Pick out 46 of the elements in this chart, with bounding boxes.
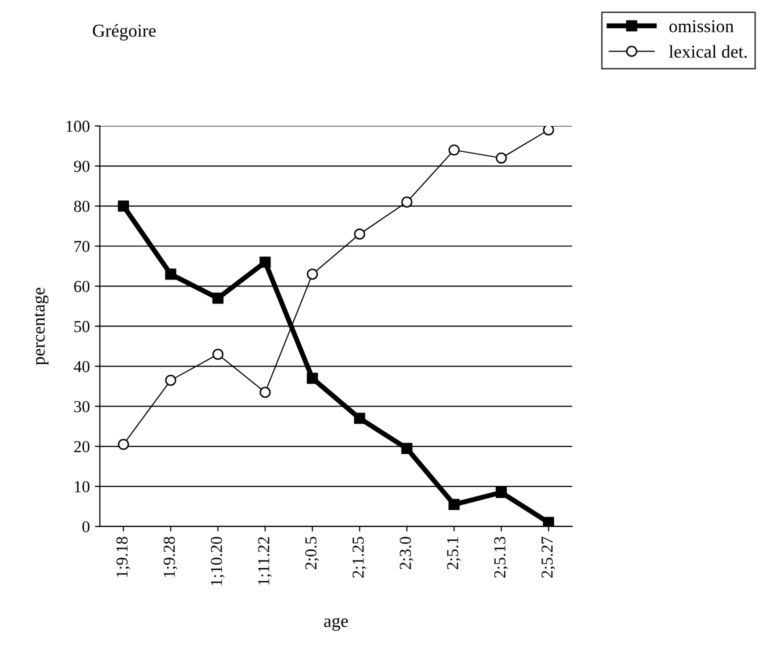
y-tick-label: 60 xyxy=(74,280,90,292)
point xyxy=(165,268,176,280)
point xyxy=(401,442,412,454)
y-tick-label: 70 xyxy=(74,240,90,252)
y-tick-label: 50 xyxy=(74,320,90,332)
point xyxy=(306,372,318,384)
point xyxy=(306,268,318,280)
point xyxy=(165,374,176,386)
point xyxy=(354,412,366,424)
legend-label: lexical det. xyxy=(669,45,747,58)
point xyxy=(212,292,224,304)
y-tick-label: 0 xyxy=(82,521,90,532)
x-tick-label: 2;0.5 xyxy=(305,536,319,570)
point xyxy=(542,126,554,136)
x-tick-label: 2;5.1 xyxy=(447,537,461,570)
point xyxy=(118,200,130,212)
point xyxy=(448,498,460,510)
y-axis-title: percentage xyxy=(34,288,48,366)
point xyxy=(448,144,460,156)
x-tick-label: 1;9.18 xyxy=(116,536,130,577)
point xyxy=(260,386,271,398)
y-tick-label: 20 xyxy=(74,441,90,452)
y-tick-label: 10 xyxy=(74,481,90,492)
x-tick-label: 1;10.20 xyxy=(210,536,224,586)
chart-title: Grégoire xyxy=(92,24,156,41)
x-tick-label: 1;9.28 xyxy=(164,536,178,577)
point xyxy=(212,348,224,360)
y-tick-label: 30 xyxy=(74,401,90,412)
x-tick-label: 2;1.25 xyxy=(352,536,366,578)
y-tick-label: 90 xyxy=(74,160,90,172)
point xyxy=(496,486,507,498)
point xyxy=(401,196,412,208)
y-tick-label: 80 xyxy=(74,200,90,212)
point xyxy=(542,516,554,526)
point xyxy=(496,152,507,164)
point xyxy=(118,438,130,450)
x-tick-label: 2;3.0 xyxy=(400,536,414,570)
point xyxy=(260,256,271,268)
y-tick-label: 100 xyxy=(66,120,90,132)
x-tick-label: 2;5.13 xyxy=(494,536,508,578)
x-axis-title: age xyxy=(324,618,348,631)
point xyxy=(354,228,366,240)
x-tick-label: 1;11.22 xyxy=(258,537,272,585)
x-tick-label: 2;5.27 xyxy=(542,536,556,578)
y-tick-label: 40 xyxy=(74,360,90,372)
legend-label: omission xyxy=(669,20,734,32)
